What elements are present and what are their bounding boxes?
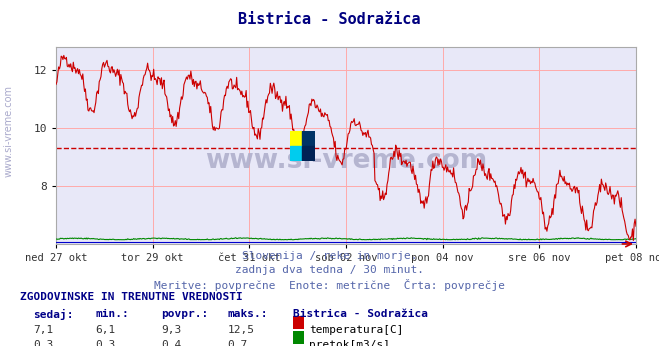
Text: 0,7: 0,7 <box>227 340 248 346</box>
Text: 0,3: 0,3 <box>33 340 53 346</box>
Text: pretok[m3/s]: pretok[m3/s] <box>309 340 390 346</box>
Text: 6,1: 6,1 <box>96 325 116 335</box>
Text: temperatura[C]: temperatura[C] <box>309 325 403 335</box>
Text: povpr.:: povpr.: <box>161 309 209 319</box>
Text: 0,4: 0,4 <box>161 340 182 346</box>
Text: ZGODOVINSKE IN TRENUTNE VREDNOSTI: ZGODOVINSKE IN TRENUTNE VREDNOSTI <box>20 292 243 302</box>
Text: www.si-vreme.com: www.si-vreme.com <box>3 85 14 177</box>
Bar <box>302 146 315 161</box>
Text: 12,5: 12,5 <box>227 325 254 335</box>
Text: zadnja dva tedna / 30 minut.: zadnja dva tedna / 30 minut. <box>235 265 424 275</box>
Text: Slovenija / reke in morje.: Slovenija / reke in morje. <box>242 251 417 261</box>
Bar <box>302 131 315 146</box>
Text: sedaj:: sedaj: <box>33 309 73 320</box>
Text: 7,1: 7,1 <box>33 325 53 335</box>
Text: maks.:: maks.: <box>227 309 268 319</box>
Text: Bistrica - Sodražica: Bistrica - Sodražica <box>239 12 420 27</box>
Text: Meritve: povprečne  Enote: metrične  Črta: povprečje: Meritve: povprečne Enote: metrične Črta:… <box>154 279 505 291</box>
Text: 0,3: 0,3 <box>96 340 116 346</box>
Text: Bistrica - Sodražica: Bistrica - Sodražica <box>293 309 428 319</box>
Text: 9,3: 9,3 <box>161 325 182 335</box>
Bar <box>290 131 302 146</box>
Bar <box>290 146 302 161</box>
Text: min.:: min.: <box>96 309 129 319</box>
Text: www.si-vreme.com: www.si-vreme.com <box>205 148 487 174</box>
